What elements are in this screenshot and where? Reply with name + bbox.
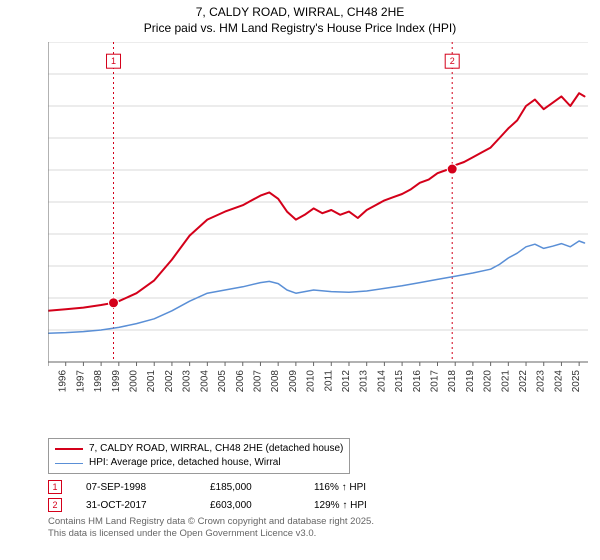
chart-title-block: 7, CALDY ROAD, WIRRAL, CH48 2HE Price pa… [0, 0, 600, 36]
annotation-row: 2 31-OCT-2017 £603,000 129% ↑ HPI [48, 498, 588, 512]
x-tick-label: 2007 [252, 370, 263, 393]
x-tick-label: 2009 [288, 370, 299, 393]
legend-and-footer: 7, CALDY ROAD, WIRRAL, CH48 2HE (detache… [48, 438, 588, 540]
legend-swatch [55, 448, 83, 450]
vline-marker-label: 2 [450, 56, 455, 66]
annotation-price: £185,000 [210, 482, 290, 493]
annotation-marker: 2 [48, 498, 62, 512]
x-tick-label: 2023 [536, 370, 547, 393]
annotation-marker: 1 [48, 480, 62, 494]
x-tick-label: 2004 [199, 370, 210, 393]
chart-container: 7, CALDY ROAD, WIRRAL, CH48 2HE Price pa… [0, 0, 600, 560]
x-tick-label: 2010 [306, 370, 317, 393]
annotation-row: 1 07-SEP-1998 £185,000 116% ↑ HPI [48, 480, 588, 494]
x-tick-label: 1996 [58, 370, 69, 393]
x-tick-label: 1995 [48, 370, 51, 393]
vline-marker-label: 1 [111, 56, 116, 66]
title-subtitle: Price paid vs. HM Land Registry's House … [0, 20, 600, 36]
x-tick-label: 2008 [270, 370, 281, 393]
x-tick-label: 2002 [164, 370, 175, 393]
x-tick-label: 2015 [394, 370, 405, 393]
footer-line1: Contains HM Land Registry data © Crown c… [48, 516, 588, 528]
annotation-date: 07-SEP-1998 [86, 482, 186, 493]
x-tick-label: 2001 [146, 370, 157, 393]
x-tick-label: 2024 [553, 370, 564, 393]
chart-area: £0£100K£200K£300K£400K£500K£600K£700K£80… [48, 42, 588, 402]
legend-box: 7, CALDY ROAD, WIRRAL, CH48 2HE (detache… [48, 438, 350, 474]
legend-row: 7, CALDY ROAD, WIRRAL, CH48 2HE (detache… [55, 442, 343, 456]
x-tick-label: 2025 [571, 370, 582, 393]
x-tick-label: 2019 [465, 370, 476, 393]
x-tick-label: 2005 [217, 370, 228, 393]
x-tick-label: 2022 [518, 370, 529, 393]
chart-svg: £0£100K£200K£300K£400K£500K£600K£700K£80… [48, 42, 588, 402]
annotations-table: 1 07-SEP-1998 £185,000 116% ↑ HPI 2 31-OCT-20… [48, 480, 588, 512]
legend-swatch [55, 463, 83, 464]
annotation-price: £603,000 [210, 500, 290, 511]
legend-row: HPI: Average price, detached house, Wirr… [55, 456, 343, 470]
annotation-date: 31-OCT-2017 [86, 500, 186, 511]
x-tick-label: 1998 [93, 370, 104, 393]
footer-attribution: Contains HM Land Registry data © Crown c… [48, 516, 588, 540]
x-tick-label: 2012 [341, 370, 352, 393]
legend-label: HPI: Average price, detached house, Wirr… [89, 456, 281, 470]
x-tick-label: 1999 [111, 370, 122, 393]
x-tick-label: 2017 [430, 370, 441, 393]
x-tick-label: 2016 [412, 370, 423, 393]
x-tick-label: 2021 [500, 370, 511, 393]
title-address: 7, CALDY ROAD, WIRRAL, CH48 2HE [0, 4, 600, 20]
data-point-marker [447, 164, 457, 174]
data-point-marker [109, 298, 119, 308]
annotation-pct: 116% ↑ HPI [314, 482, 366, 493]
x-tick-label: 2006 [235, 370, 246, 393]
x-tick-label: 2020 [483, 370, 494, 393]
x-tick-label: 2018 [447, 370, 458, 393]
x-tick-label: 2000 [129, 370, 140, 393]
footer-line2: This data is licensed under the Open Gov… [48, 528, 588, 540]
x-tick-label: 2003 [182, 370, 193, 393]
x-tick-label: 2013 [359, 370, 370, 393]
x-tick-label: 2011 [323, 370, 334, 392]
x-tick-label: 2014 [376, 370, 387, 393]
legend-label: 7, CALDY ROAD, WIRRAL, CH48 2HE (detache… [89, 442, 343, 456]
annotation-pct: 129% ↑ HPI [314, 500, 367, 511]
x-tick-label: 1997 [75, 370, 86, 393]
